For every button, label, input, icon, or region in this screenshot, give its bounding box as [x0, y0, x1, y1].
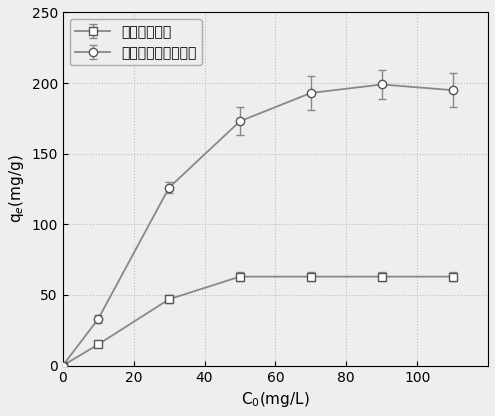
Y-axis label: q$_e$(mg/g): q$_e$(mg/g) — [7, 155, 26, 223]
Legend: 水热生物质炭, 羧基化水热生物质炭: 水热生物质炭, 羧基化水热生物质炭 — [70, 20, 202, 65]
X-axis label: C$_0$(mg/L): C$_0$(mg/L) — [241, 390, 310, 409]
